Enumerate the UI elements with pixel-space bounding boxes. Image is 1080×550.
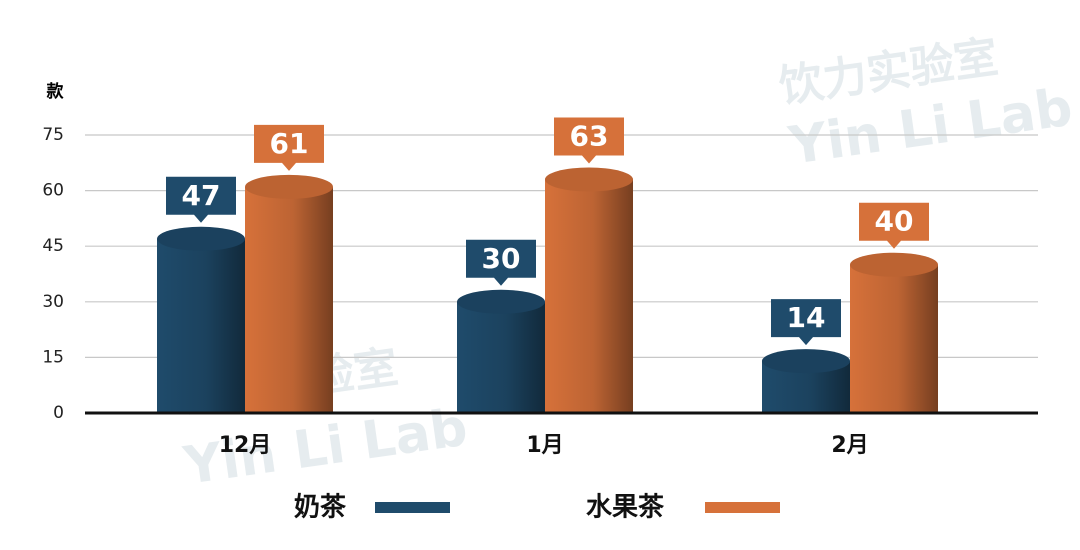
legend: 奶茶 水果茶 bbox=[294, 492, 780, 523]
y-tick-label: 15 bbox=[42, 347, 64, 367]
legend-label: 奶茶 bbox=[294, 492, 347, 523]
value-label-box bbox=[859, 202, 929, 249]
x-tick-label: 2月 bbox=[831, 433, 868, 458]
bar-top-shade bbox=[545, 167, 633, 192]
bar-shade bbox=[157, 238, 245, 413]
bar-top bbox=[762, 349, 850, 374]
value-label: 47 bbox=[182, 179, 221, 212]
value-label-box bbox=[554, 117, 624, 164]
value-label: 40 bbox=[875, 205, 914, 238]
legend-swatch bbox=[375, 502, 450, 513]
value-label-box bbox=[166, 176, 236, 223]
value-label-box bbox=[771, 299, 841, 346]
x-tick-label: 1月 bbox=[526, 433, 563, 458]
bar-top bbox=[850, 252, 938, 277]
legend-label: 水果茶 bbox=[586, 493, 665, 523]
bar-top-shade bbox=[762, 349, 850, 374]
value-label-box bbox=[466, 239, 536, 286]
value-label-box bbox=[254, 124, 324, 171]
bar-shade bbox=[545, 179, 633, 413]
y-tick-label: 60 bbox=[42, 181, 64, 201]
x-tick-label: 12月 bbox=[219, 433, 272, 458]
legend-swatch bbox=[705, 502, 780, 513]
y-tick-label: 45 bbox=[42, 236, 64, 256]
value-label: 61 bbox=[270, 127, 309, 160]
bar-top-shade bbox=[245, 174, 333, 199]
bar-shade bbox=[245, 186, 333, 413]
y-tick-label: 30 bbox=[42, 292, 64, 312]
y-tick-label: 75 bbox=[42, 125, 64, 145]
value-label: 63 bbox=[570, 119, 609, 152]
value-label: 14 bbox=[787, 301, 826, 334]
bar-shade bbox=[457, 301, 545, 413]
bar-top-shade bbox=[157, 226, 245, 251]
bar-top-shade bbox=[850, 252, 938, 277]
bar-shade bbox=[850, 264, 938, 413]
bar-top-shade bbox=[457, 289, 545, 314]
value-label: 30 bbox=[482, 242, 521, 275]
bar-top bbox=[245, 174, 333, 199]
bars: 12月 47 61 1月 30 63 2月 14 40 bbox=[157, 117, 938, 458]
y-axis-label: 款 bbox=[47, 81, 65, 102]
bar-top bbox=[545, 167, 633, 192]
y-tick-label: 0 bbox=[53, 403, 64, 423]
bar-top bbox=[457, 289, 545, 314]
bar-top bbox=[157, 226, 245, 251]
